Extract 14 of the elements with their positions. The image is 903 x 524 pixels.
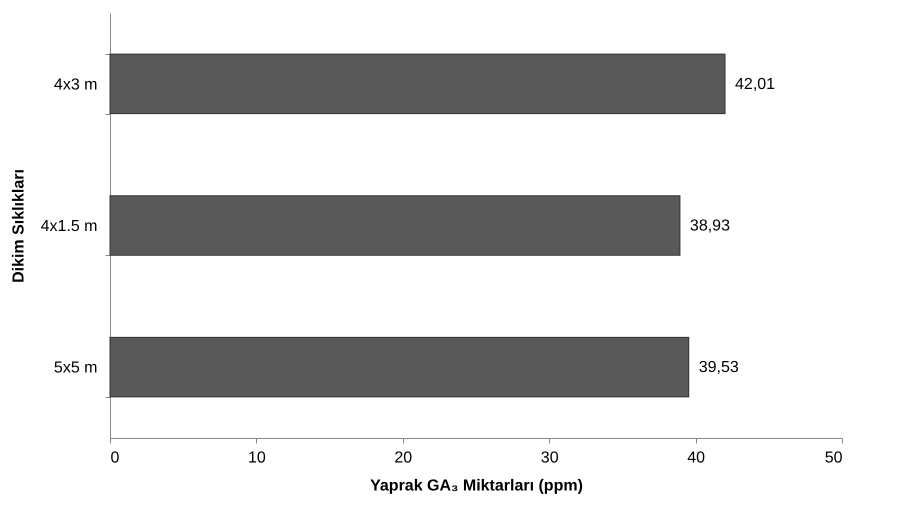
data-label: 38,93 — [690, 218, 730, 234]
x-tick-label: 20 — [394, 450, 412, 466]
y-tick-label: 4x1.5 m — [40, 218, 98, 235]
x-tick-label: 0 — [110, 450, 120, 466]
y-axis-title: Dikim Sıklıkları — [10, 169, 28, 283]
x-tick-label: 10 — [248, 450, 266, 466]
x-axis-title: Yaprak GA₃ Miktarları (ppm) — [370, 478, 583, 494]
x-tick-label: 30 — [540, 450, 559, 466]
x-tick-label: 50 — [824, 450, 843, 466]
y-tick-label: 4x3 m — [54, 76, 98, 94]
x-tick-label: 40 — [687, 450, 706, 466]
data-label: 42,01 — [735, 76, 776, 93]
data-label: 39,53 — [698, 359, 739, 376]
y-tick-label: 5x5 m — [54, 360, 98, 377]
